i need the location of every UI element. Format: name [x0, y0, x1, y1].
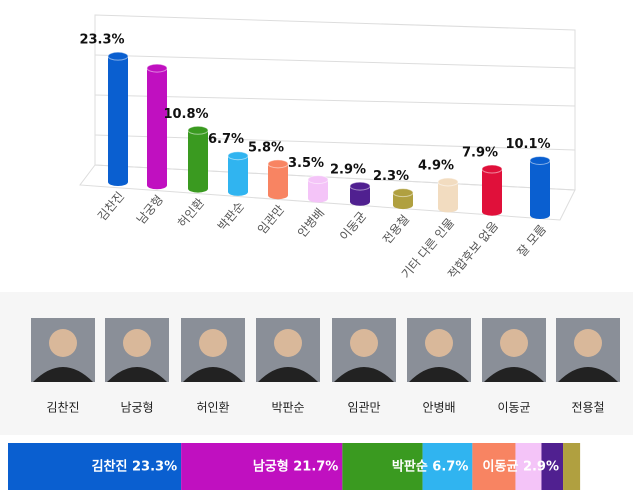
value-label: 7.9%	[462, 146, 498, 161]
value-label: 23.3%	[79, 33, 124, 48]
x-tick-label: 안병배	[295, 206, 327, 240]
cylinder-bar	[481, 164, 503, 216]
value-label: 6.7%	[208, 132, 244, 147]
x-tick-label: 잘 모름	[515, 222, 549, 259]
photo-face	[574, 329, 602, 357]
cylinder-bar	[307, 175, 329, 203]
value-label: 10.1%	[505, 137, 550, 152]
photo-suit	[183, 367, 243, 382]
bar-top	[349, 181, 371, 191]
photo-suit	[334, 367, 394, 382]
bar-body	[350, 186, 370, 206]
cylinder-bar	[392, 188, 414, 210]
bar-body	[393, 192, 413, 210]
segment-label: 남궁형 21.7%	[253, 459, 339, 475]
value-label: 10.8%	[163, 107, 208, 122]
bar-top	[481, 164, 503, 174]
bar-body	[438, 181, 458, 213]
value-label: 4.9%	[418, 158, 454, 173]
candidate-name: 허인환	[196, 401, 229, 415]
photo-face	[425, 329, 453, 357]
candidate-name: 임관만	[347, 401, 380, 415]
photo-suit	[107, 367, 167, 382]
stacked-segment	[181, 443, 343, 490]
bar-body	[268, 163, 288, 200]
bar-body	[188, 130, 208, 193]
bar-body	[147, 68, 167, 190]
cylinder-bar	[146, 63, 168, 190]
photo-face	[199, 329, 227, 357]
cylinder-bar	[529, 155, 551, 219]
bar-top	[227, 151, 249, 161]
stacked-segment	[472, 443, 516, 490]
bar-top	[437, 177, 459, 187]
photo-suit	[558, 367, 618, 382]
value-label: 2.3%	[373, 169, 409, 184]
cylinder-bar	[267, 159, 289, 200]
candidate-name: 남궁형	[120, 401, 153, 415]
value-label: 2.9%	[330, 163, 366, 178]
bar-top	[107, 51, 129, 61]
x-tick-label: 이동균	[337, 209, 369, 243]
segment-label: 박판순 6.7%	[392, 459, 468, 475]
stacked-segment	[563, 443, 581, 490]
bar-body	[108, 56, 128, 187]
bar-body	[228, 155, 248, 196]
segment-label: 김찬진 23.3%	[92, 459, 178, 475]
photo-face	[49, 329, 77, 357]
photo-suit	[409, 367, 469, 382]
x-tick-label: 허인환	[175, 196, 207, 230]
bar-body	[530, 160, 550, 219]
x-tick-label: 남궁형	[134, 192, 166, 226]
bar-body	[482, 169, 502, 216]
cylinder-bar	[107, 51, 129, 187]
cylinder-bar	[349, 181, 371, 206]
bar-top	[267, 159, 289, 169]
cylinder-bar	[437, 177, 459, 213]
stacked-segment	[342, 443, 423, 490]
chart-frame	[79, 14, 576, 221]
stacked-segment	[8, 443, 182, 490]
bar-body	[308, 179, 328, 203]
bar-top	[392, 188, 414, 198]
photo-face	[123, 329, 151, 357]
x-tick-label: 김찬진	[94, 189, 127, 224]
segment-label: 이동균 2.9%	[483, 459, 559, 475]
photo-suit	[33, 367, 93, 382]
photo-suit	[484, 367, 544, 382]
candidate-name: 김찬진	[46, 400, 79, 415]
bar-top	[529, 155, 551, 165]
bar-top	[307, 175, 329, 185]
value-label: 5.8%	[248, 140, 284, 155]
stacked-segment	[541, 443, 564, 490]
cylinder-bar	[227, 151, 249, 196]
x-tick-label: 임관만	[255, 202, 287, 236]
candidate-name: 이동균	[497, 401, 530, 415]
bar-top	[146, 63, 168, 73]
cylinder-bar	[187, 125, 209, 193]
photo-face	[500, 329, 528, 357]
candidate-name: 박판순	[271, 401, 304, 415]
bar-top	[187, 125, 209, 135]
photo-face	[350, 329, 378, 357]
candidate-name: 안병배	[422, 401, 455, 415]
x-tick-label: 전용철	[380, 212, 412, 246]
stacked-segment	[422, 443, 473, 490]
candidate-name: 전용철	[571, 401, 604, 415]
stacked-segment	[515, 443, 542, 490]
photo-suit	[258, 367, 318, 382]
photo-face	[274, 329, 302, 357]
x-tick-label: 박판순	[215, 199, 247, 233]
value-label: 3.5%	[288, 156, 324, 171]
